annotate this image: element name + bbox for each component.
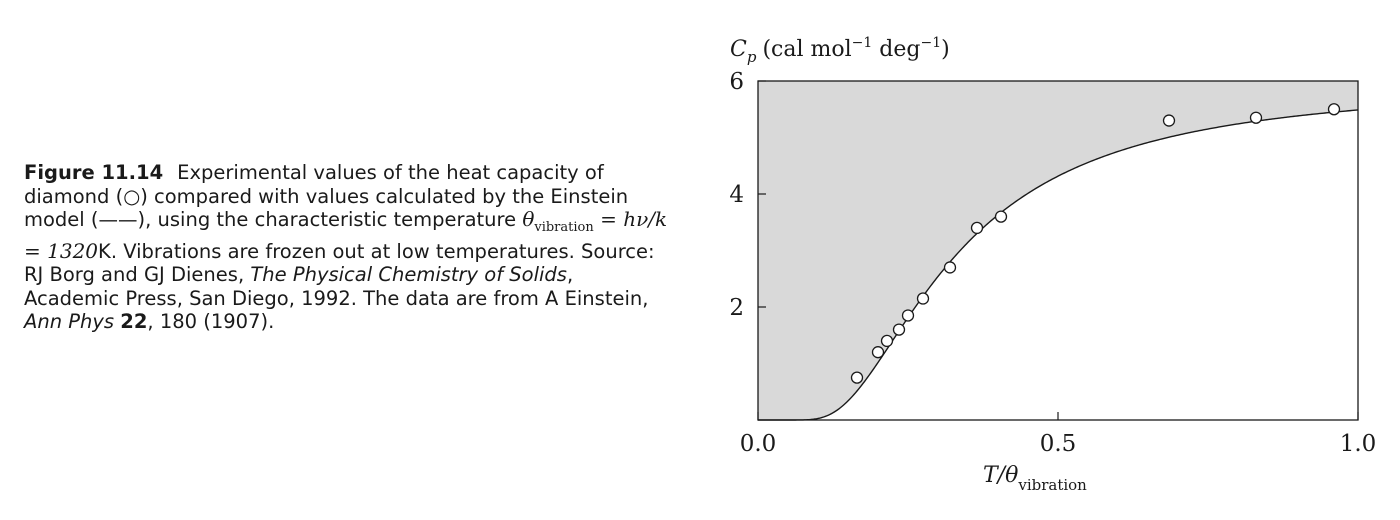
theta-symbol: θ	[522, 207, 535, 231]
theta-subscript: vibration	[534, 220, 594, 235]
figure-caption: Figure 11.14 Experimental values of the h…	[24, 161, 674, 334]
journal-name: Ann Phys	[24, 310, 115, 333]
experimental-point	[994, 210, 1008, 223]
equation-text: = hν/k = 1320	[24, 207, 668, 263]
caption-text-4: , 180 (1907).	[147, 310, 275, 333]
x-tick-label: 0.0	[740, 431, 777, 457]
figure-label: Figure 11.14	[24, 161, 164, 184]
plot-area: 0.0 0.5 1.0 2 4 6	[729, 69, 1376, 457]
experimental-point	[1162, 114, 1176, 127]
x-axis-label: T/θvibration	[983, 463, 1087, 494]
experimental-point	[850, 371, 864, 384]
y-axis-label: Cp (cal mol−1 deg−1)	[730, 35, 950, 66]
experimental-point	[880, 334, 894, 348]
journal-volume: 22	[120, 310, 148, 333]
experimental-point	[871, 346, 885, 359]
book-title: The Physical Chemistry of Solids	[250, 263, 567, 286]
x-tick-label: 1.0	[1340, 431, 1377, 457]
shaded-region	[758, 81, 1358, 420]
x-tick-label: 0.5	[1040, 431, 1077, 457]
caption-text-1: Experimental values of the heat capacity…	[24, 161, 629, 231]
experimental-point	[892, 323, 906, 336]
experimental-point	[1249, 111, 1263, 124]
experimental-point	[916, 292, 930, 305]
y-tick-label: 4	[729, 182, 744, 208]
experimental-point	[1327, 103, 1341, 116]
experimental-point	[970, 221, 984, 235]
theta-expression: θvibration = hν/k = 1320	[24, 207, 667, 263]
unit-text: K	[98, 239, 111, 263]
y-tick-label: 6	[729, 69, 744, 95]
caption-text-2: . Vibrations are frozen out at low tempe…	[24, 239, 655, 287]
y-tick-label: 2	[729, 295, 744, 321]
caption-text-3: , Academic Press, San Diego, 1992. The d…	[24, 263, 649, 310]
experimental-point	[901, 309, 915, 322]
experimental-point	[943, 261, 957, 274]
